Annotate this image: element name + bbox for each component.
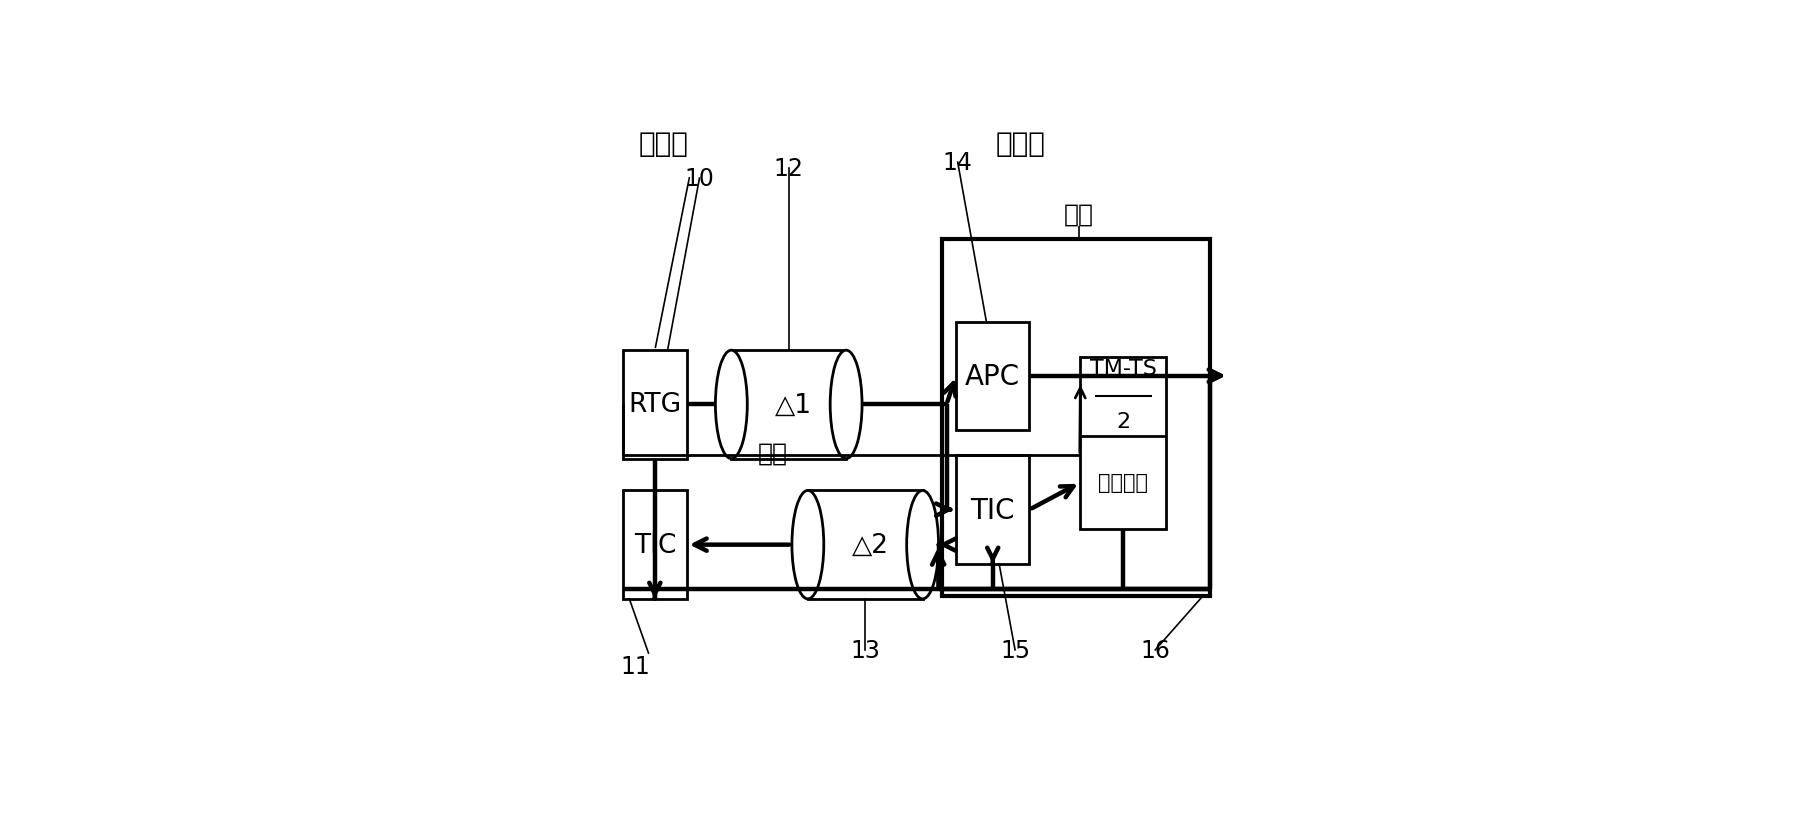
Ellipse shape [831,351,863,459]
Bar [956,323,1030,430]
Text: TM-TS: TM-TS [1091,358,1157,378]
Text: 2: 2 [1116,411,1130,431]
Text: 调整: 调整 [1064,202,1094,226]
Text: 从节点: 从节点 [996,130,1046,158]
Text: △2: △2 [852,532,888,558]
Bar [942,239,1209,596]
Bar [956,456,1030,564]
Text: 13: 13 [850,638,881,662]
Text: △1: △1 [775,392,813,418]
Ellipse shape [716,351,748,459]
Bar [1080,357,1166,529]
Text: TIC: TIC [633,532,676,558]
Text: 11: 11 [621,654,651,678]
Bar [732,351,847,459]
Text: APC: APC [965,362,1021,390]
Text: 主节点: 主节点 [639,130,689,158]
Bar [623,351,687,459]
Text: 10: 10 [685,167,714,191]
Bar [807,491,922,599]
Text: RTG: RTG [628,392,682,418]
Text: 16: 16 [1141,638,1170,662]
Ellipse shape [791,491,823,599]
Text: 12: 12 [773,157,804,181]
Text: 15: 15 [999,638,1030,662]
Text: 14: 14 [942,151,972,174]
Text: 计算单元: 计算单元 [1098,473,1148,493]
Bar [623,491,687,599]
Text: 传输: 传输 [757,441,788,465]
Ellipse shape [906,491,938,599]
Text: TIC: TIC [971,496,1015,524]
